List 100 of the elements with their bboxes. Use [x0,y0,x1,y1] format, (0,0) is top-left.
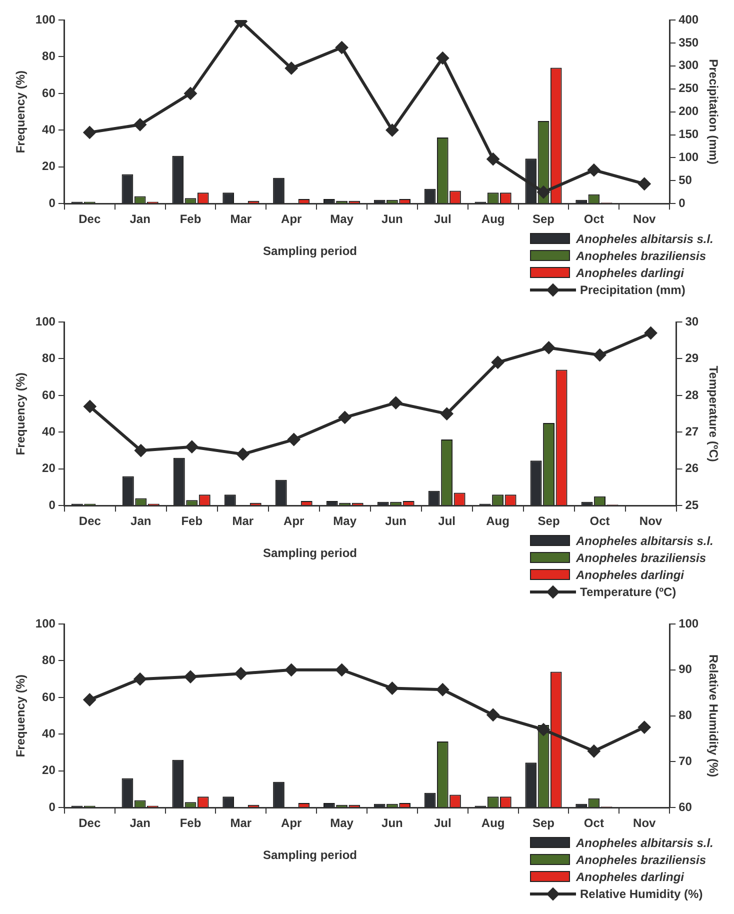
y-tick-label: 20 [42,159,56,174]
y2-tick-label: 27 [685,424,699,438]
point [134,444,148,458]
point [83,693,96,706]
x-tick-label: Feb [181,514,203,528]
y2-tick-label: 80 [678,708,692,722]
point [386,124,399,137]
point [386,682,399,695]
legend-label: Anopheles albitarsis s.l. [576,534,714,548]
point [644,326,658,340]
x-tick-label: Jul [434,212,452,226]
point [436,52,450,65]
y2-axis-title: Precipitation (mm) [706,59,720,164]
y2-tick-label: 60 [678,800,692,814]
legend-label: Anopheles darlingi [576,870,684,884]
y-axis-title: Frequency (%) [14,372,28,456]
y2-tick-label: 26 [685,461,699,476]
y-tick-label: 80 [42,49,56,64]
legend-label: Temperature (ºC) [580,584,676,598]
point [83,126,96,139]
y-tick-label: 80 [42,351,56,366]
y2-tick-label: 29 [685,351,699,366]
y2-tick-label: 300 [678,58,699,72]
y2-tick-label: 250 [678,81,699,96]
x-tick-label: Jul [438,514,456,528]
point [338,410,352,424]
x-tick-label: Sep [532,212,555,226]
point [234,667,248,680]
y2-tick-label: 90 [678,662,692,676]
y-tick-label: 20 [42,461,56,476]
point [284,62,298,75]
y-tick-label: 40 [42,726,56,740]
x-axis-title: Sampling period [262,244,357,258]
point [389,396,402,410]
y2-tick-label: 150 [678,127,699,142]
x-tick-label: Jan [130,212,150,226]
x-tick-label: Oct [584,816,604,830]
point [587,164,600,177]
x-tick-label: Dec [78,816,101,830]
x-tick-label: Jul [434,816,452,830]
x-tick-label: Jun [382,212,403,226]
point [134,118,147,132]
point [184,670,197,684]
point [537,186,550,199]
x-tick-label: May [330,816,354,830]
point [486,708,500,722]
point [236,448,250,461]
y-tick-label: 0 [48,800,56,814]
x-tick-label: Oct [590,514,610,528]
point [335,41,348,54]
y-tick-label: 100 [35,314,56,328]
y-tick-label: 20 [42,763,56,778]
x-tick-label: Apr [284,514,305,528]
legend-label: Anopheles braziliensis [576,550,706,564]
x-tick-label: Nov [633,816,656,830]
y-tick-label: 0 [48,498,56,512]
y2-axis-title: Relative Humidity (%) [706,654,720,778]
y2-axis-title: Temperature (ºC) [706,366,720,462]
x-tick-label: Sep [532,816,555,830]
x-tick-label: May [330,212,354,226]
legend-label: Anopheles darlingi [576,266,684,280]
point [335,663,348,676]
y-tick-label: 40 [42,122,56,136]
x-tick-label: Dec [78,212,101,226]
y2-tick-label: 50 [678,172,692,187]
point [440,407,454,420]
point [537,723,550,736]
x-tick-label: Jun [385,514,406,528]
point [638,177,651,190]
x-tick-label: Mar [232,514,254,528]
x-tick-label: Nov [639,514,662,528]
x-tick-label: Jan [130,816,150,830]
point [185,440,198,454]
legend-label: Anopheles braziliensis [576,248,706,262]
x-tick-label: Aug [481,816,505,830]
y-tick-label: 60 [42,690,56,704]
x-tick-label: Aug [486,514,510,528]
point [287,433,300,446]
point [587,744,600,758]
y2-tick-label: 70 [678,754,692,768]
y2-tick-label: 350 [678,35,699,50]
legend-label: Anopheles braziliensis [576,852,706,866]
x-axis-title: Sampling period [262,546,357,560]
x-tick-label: Feb [180,212,202,226]
legend-label: Precipitation (mm) [580,282,686,296]
y-axis-title: Frequency (%) [14,674,28,758]
x-tick-label: Oct [584,212,604,226]
y2-tick-label: 200 [678,104,699,118]
point [593,348,606,362]
y2-tick-label: 0 [678,196,686,210]
y-tick-label: 60 [42,86,56,100]
x-axis-title: Sampling period [262,848,357,862]
x-tick-label: Apr [281,212,302,226]
point [83,400,96,413]
point [638,720,651,734]
y2-tick-label: 28 [685,388,699,402]
point [486,152,500,166]
y-tick-label: 40 [42,424,56,438]
y2-tick-label: 100 [678,616,699,630]
legend-label: Relative Humidity (%) [580,886,703,900]
